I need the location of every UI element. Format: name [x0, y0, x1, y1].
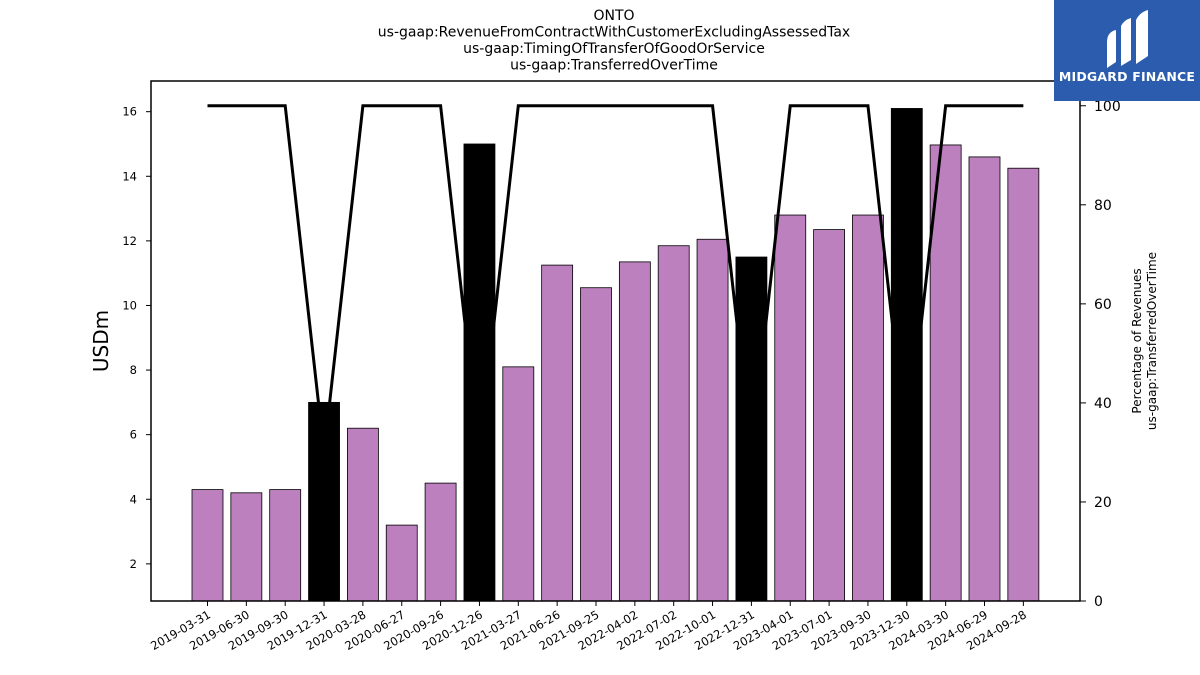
bar-2019-06-30 — [230, 492, 263, 602]
bar-2022-04-02 — [618, 261, 651, 602]
y-tick-label-6: 6 — [130, 428, 137, 442]
bar-2019-12-31 — [308, 401, 340, 602]
y-tick-label-12: 12 — [122, 234, 137, 248]
bar-series — [191, 108, 1040, 602]
bar-2022-10-01 — [696, 238, 729, 602]
x-axis-ticks: 2019-03-312019-06-302019-09-302019-12-31… — [148, 601, 1029, 653]
bar-2021-06-26 — [541, 264, 574, 602]
y-tick-label-10: 10 — [122, 298, 137, 312]
y-axis-label: USDm — [89, 310, 113, 372]
y-tick-label-16: 16 — [122, 105, 137, 119]
bar-2023-07-01 — [813, 229, 845, 602]
y2-axis-label: Percentage of Revenues us-gaap:Transferre… — [1130, 252, 1159, 430]
bar-2023-09-30 — [852, 214, 884, 602]
bar-2024-09-28 — [1007, 167, 1040, 602]
percentage-line — [207, 104, 1024, 453]
bar-2020-03-28 — [346, 427, 379, 602]
midgard-finance-logo: MIDGARD FINANCE — [1054, 0, 1200, 101]
bar-2024-03-30 — [929, 144, 962, 602]
bar-2022-07-02 — [657, 245, 690, 602]
y-tick-label-14: 14 — [122, 169, 137, 183]
y-axis-ticks: 2 4 6 8 10 12 14 16 — [122, 105, 151, 571]
title-line-1: us-gaap:RevenueFromContractWithCustomerE… — [378, 25, 850, 41]
chart-title: ONTOus-gaap:RevenueFromContractWithCusto… — [378, 8, 850, 74]
bar-2019-09-30 — [269, 489, 302, 602]
bar-2019-03-31 — [191, 489, 224, 602]
y-tick-label-4: 4 — [130, 492, 137, 506]
plot-frame — [150, 80, 1081, 602]
bar-2021-09-25 — [580, 287, 612, 602]
title-line-0: ONTO — [593, 8, 634, 24]
bar-2024-06-29 — [968, 156, 1001, 602]
y2-label-line-0: Percentage of Revenues — [1130, 268, 1144, 413]
bar-2023-04-01 — [774, 214, 807, 602]
percentage-line-series — [207, 104, 1024, 453]
y-tick-label-8: 8 — [130, 363, 137, 377]
y2-label-line-1: us-gaap:TransferredOverTime — [1145, 252, 1159, 430]
title-line-3: us-gaap:TransferredOverTime — [510, 58, 718, 74]
y2-tick-label-20: 20 — [1094, 495, 1112, 511]
title-line-2: us-gaap:TimingOfTransferOfGoodOrService — [463, 41, 765, 57]
bar-2020-09-26 — [424, 482, 457, 602]
logo-mark-icon — [1107, 10, 1148, 68]
y2-tick-label-80: 80 — [1094, 198, 1112, 214]
bar-2021-03-27 — [502, 366, 535, 602]
bar-2020-06-27 — [385, 524, 418, 602]
y2-axis-ticks: 0 20 40 60 80 100 — [1080, 99, 1121, 610]
y2-tick-label-60: 60 — [1094, 297, 1112, 313]
bar-2020-12-26 — [463, 143, 496, 602]
logo-text: MIDGARD FINANCE — [1059, 69, 1195, 84]
y2-tick-label-100: 100 — [1094, 99, 1121, 115]
y-tick-label-2: 2 — [130, 557, 137, 571]
axes-frame — [150, 80, 1081, 602]
y2-tick-label-0: 0 — [1094, 594, 1103, 610]
bar-2022-12-31 — [735, 256, 768, 602]
y2-tick-label-40: 40 — [1094, 396, 1112, 412]
